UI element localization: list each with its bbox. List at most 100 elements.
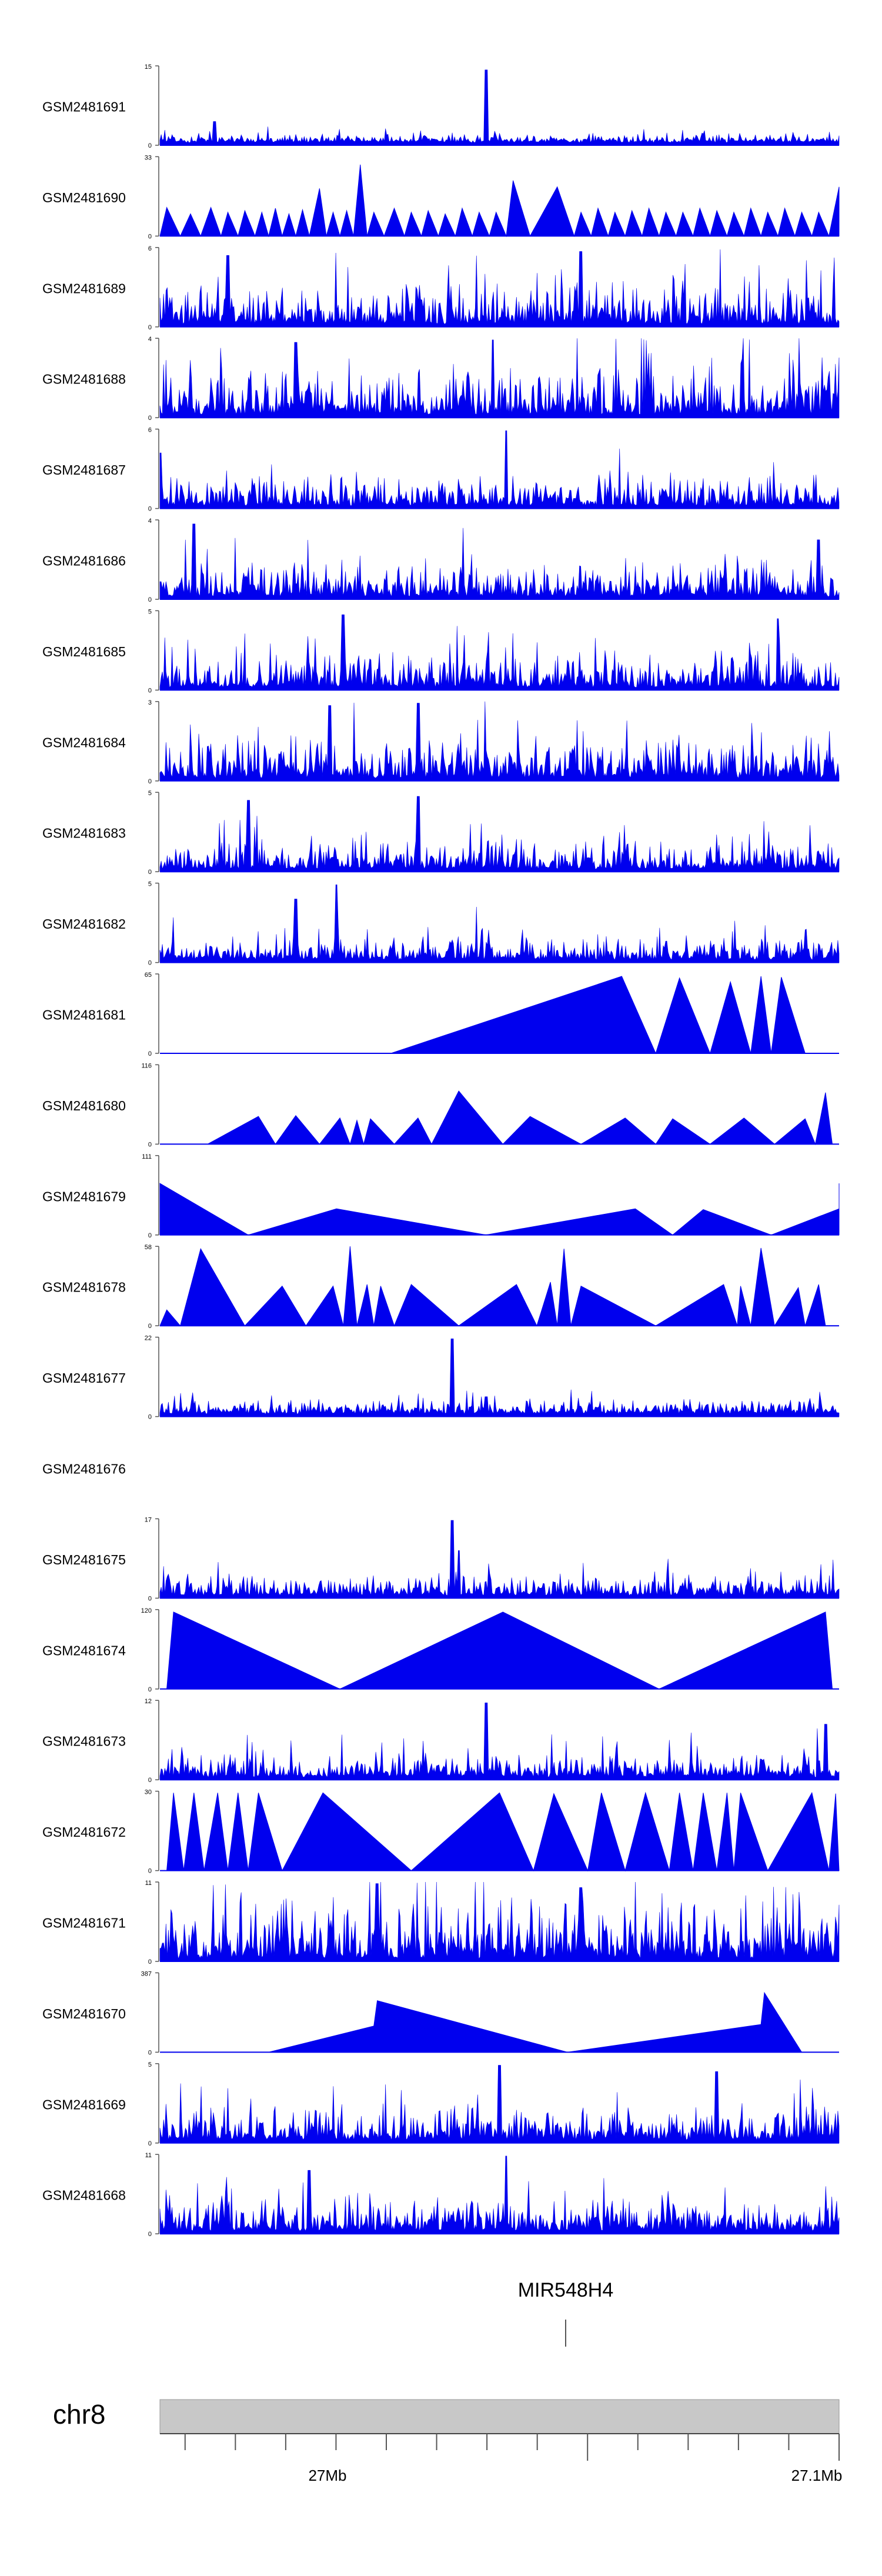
track-GSM2481672: GSM2481672 30 0: [42, 1789, 840, 1875]
y-max-label: 111: [142, 1153, 152, 1160]
tracks-group: GSM2481691150GSM2481690330GSM248168960GS…: [42, 64, 840, 2238]
y-max-label: 11: [145, 1880, 152, 1887]
y-max-label: 22: [145, 1335, 152, 1342]
y-zero-label: 0: [148, 2140, 152, 2147]
track-label: GSM2481671: [42, 1916, 126, 1931]
tick-label-27mb: 27Mb: [308, 2467, 346, 2484]
signal-area: [207, 1090, 833, 1146]
y-max-label: 15: [145, 64, 152, 71]
y-max-label: 5: [148, 2061, 152, 2068]
track-label: GSM2481688: [42, 372, 126, 387]
y-max-label: 116: [141, 1062, 152, 1069]
track-GSM2481691: GSM2481691 15 0: [42, 64, 840, 149]
track-GSM2481674: GSM2481674 120 0: [42, 1607, 839, 1693]
track-GSM2481686: GSM2481686 4 0: [42, 518, 840, 603]
signal-area: [159, 701, 840, 782]
signal-area: [159, 1881, 840, 1962]
y-zero-label: 0: [148, 1141, 152, 1148]
y-max-label: 33: [145, 154, 152, 161]
y-max-label: 5: [148, 790, 152, 797]
tick-label-27-1mb: 27.1Mb: [791, 2467, 843, 2484]
y-max-label: 4: [148, 518, 152, 525]
genomic-axis: [160, 2433, 840, 2461]
track-GSM2481682: GSM2481682 5 0: [42, 881, 840, 967]
signal-area: [159, 1183, 840, 1236]
track-GSM2481683: GSM2481683 5 0: [42, 790, 840, 876]
track-GSM2481689: GSM2481689 6 0: [42, 245, 840, 331]
track-label: GSM2481673: [42, 1734, 126, 1749]
signal-area: [159, 1246, 826, 1327]
track-GSM2481676: GSM2481676: [42, 1461, 126, 1477]
y-zero-label: 0: [148, 869, 152, 876]
track-GSM2481679: GSM2481679 111 0: [42, 1153, 840, 1239]
y-zero-label: 0: [148, 596, 152, 603]
y-zero-label: 0: [148, 1686, 152, 1693]
y-zero-label: 0: [148, 1232, 152, 1239]
y-max-label: 6: [148, 245, 152, 252]
y-max-label: 5: [148, 608, 152, 615]
track-GSM2481688: GSM2481688 4 0: [42, 336, 840, 422]
signal-area: [159, 2065, 840, 2144]
track-label: GSM2481679: [42, 1189, 126, 1204]
track-label: GSM2481672: [42, 1824, 126, 1840]
signal-area: [159, 1520, 840, 1599]
y-max-label: 5: [148, 881, 152, 888]
track-label: GSM2481687: [42, 462, 126, 478]
track-label: GSM2481686: [42, 553, 126, 569]
y-max-label: 4: [148, 336, 152, 343]
signal-area: [159, 1703, 840, 1780]
y-max-label: 387: [141, 1970, 152, 1977]
y-max-label: 58: [145, 1244, 152, 1251]
track-GSM2481671: GSM2481671 11 0: [42, 1880, 840, 1966]
y-max-label: 65: [145, 972, 152, 979]
track-GSM2481677: GSM2481677 22 0: [42, 1335, 840, 1421]
y-max-label: 3: [148, 699, 152, 706]
y-zero-label: 0: [148, 1323, 152, 1330]
signal-area: [159, 338, 840, 418]
y-zero-label: 0: [148, 506, 152, 513]
track-GSM2481690: GSM2481690 33 0: [42, 154, 840, 240]
y-max-label: 30: [145, 1789, 152, 1796]
y-zero-label: 0: [148, 1777, 152, 1784]
gene-label: MIR548H4: [518, 2279, 614, 2301]
signal-area: [159, 164, 840, 238]
track-GSM2481673: GSM2481673 12 0: [42, 1698, 840, 1784]
signal-area: [159, 2155, 840, 2234]
track-label: GSM2481683: [42, 826, 126, 841]
signal-area: [159, 614, 840, 690]
track-label: GSM2481684: [42, 735, 126, 750]
track-label: GSM2481680: [42, 1098, 126, 1113]
signal-area: [159, 69, 840, 146]
track-GSM2481675: GSM2481675 17 0: [42, 1516, 840, 1602]
track-label: GSM2481670: [42, 2006, 126, 2021]
chromosome-ideogram: [159, 2399, 840, 2434]
track-label: GSM2481685: [42, 644, 126, 659]
y-max-label: 17: [145, 1516, 152, 1523]
signal-area: [268, 1991, 803, 2053]
y-zero-label: 0: [148, 2049, 152, 2056]
track-GSM2481670: GSM2481670 387 0: [42, 1970, 839, 2056]
y-zero-label: 0: [148, 778, 152, 785]
y-max-label: 11: [145, 2152, 152, 2159]
track-label: GSM2481675: [42, 1552, 126, 1567]
y-zero-label: 0: [148, 1958, 152, 1966]
y-zero-label: 0: [148, 1414, 152, 1421]
y-zero-label: 0: [148, 142, 152, 149]
y-max-label: 12: [145, 1698, 152, 1705]
track-label: GSM2481691: [42, 99, 126, 115]
y-zero-label: 0: [148, 1868, 152, 1875]
y-zero-label: 0: [148, 2231, 152, 2238]
signal-area: [159, 523, 840, 600]
track-label: GSM2481677: [42, 1370, 126, 1386]
track-GSM2481678: GSM2481678 58 0: [42, 1244, 839, 1330]
signal-area: [159, 885, 840, 963]
y-max-label: 6: [148, 427, 152, 434]
signal-area: [159, 249, 840, 328]
track-label: GSM2481678: [42, 1280, 126, 1295]
y-zero-label: 0: [148, 415, 152, 422]
track-label: GSM2481681: [42, 1007, 126, 1023]
y-max-label: 120: [141, 1607, 152, 1614]
y-zero-label: 0: [148, 1595, 152, 1602]
y-zero-label: 0: [148, 324, 152, 331]
signal-area: [159, 1339, 840, 1417]
